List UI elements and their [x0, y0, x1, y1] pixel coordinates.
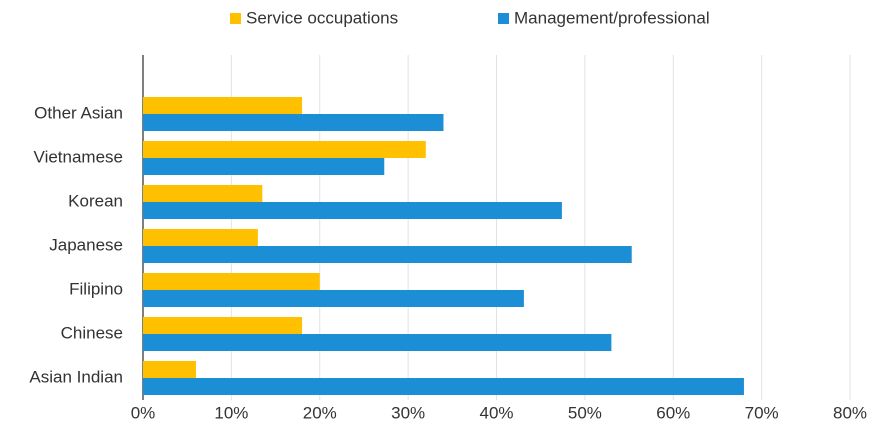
- x-tick-label: 30%: [391, 403, 425, 422]
- y-tick-label: Asian Indian: [29, 367, 123, 386]
- y-tick-label: Vietnamese: [34, 147, 123, 166]
- bar: [143, 202, 562, 219]
- y-tick-label: Japanese: [49, 235, 123, 254]
- bar: [143, 290, 524, 307]
- bar: [143, 97, 303, 114]
- x-tick-label: 70%: [745, 403, 779, 422]
- y-tick-label: Other Asian: [34, 103, 123, 122]
- x-tick-label: 20%: [303, 403, 337, 422]
- bar: [143, 334, 612, 351]
- x-tick-label: 10%: [214, 403, 248, 422]
- bar: [143, 378, 744, 395]
- bar: [143, 158, 385, 175]
- bar: [143, 229, 258, 246]
- x-tick-label: 60%: [656, 403, 690, 422]
- bar: [143, 273, 320, 290]
- x-tick-label: 0%: [131, 403, 156, 422]
- y-tick-label: Korean: [68, 191, 123, 210]
- y-tick-label: Filipino: [69, 279, 123, 298]
- bar: [143, 185, 263, 202]
- bar: [143, 317, 303, 334]
- y-tick-label: Chinese: [61, 323, 123, 342]
- legend-label: Service occupations: [246, 8, 398, 27]
- x-tick-label: 50%: [568, 403, 602, 422]
- bar: [143, 114, 444, 131]
- bar: [143, 246, 632, 263]
- x-tick-label: 40%: [479, 403, 513, 422]
- bar: [143, 141, 426, 158]
- bar: [143, 361, 197, 378]
- x-tick-label: 80%: [833, 403, 867, 422]
- legend-swatch: [498, 13, 509, 24]
- legend-label: Management/professional: [514, 8, 710, 27]
- legend-swatch: [230, 13, 241, 24]
